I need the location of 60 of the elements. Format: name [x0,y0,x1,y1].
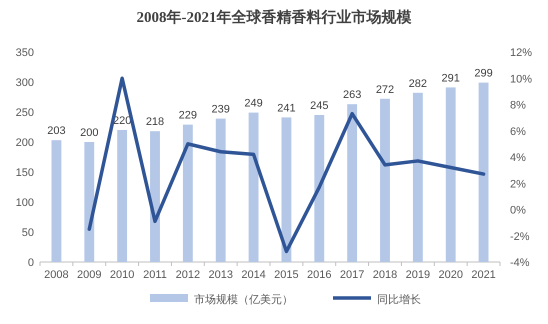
bar [150,131,160,262]
data-label: 299 [474,68,493,80]
y2-tick-label: 10% [510,73,532,86]
x-tick-label: 2016 [307,269,332,281]
x-tick-label: 2019 [406,269,430,281]
bar [412,92,423,262]
y2-tick-label: -2% [510,230,530,243]
y2-tick-label: -4% [510,257,530,269]
data-label: 200 [80,127,98,139]
chart-title: 2008年-2021年全球香精香料行业市场规模 [136,8,412,26]
data-label: 263 [342,89,362,102]
bar [446,87,456,262]
y-tick-label: 250 [16,107,34,119]
data-label: 218 [146,116,164,128]
data-label: 239 [212,104,230,116]
legend-label: 同比增长 [377,293,421,306]
x-tick-label: 2008 [44,269,69,281]
bar [314,115,324,262]
y2-tick-label: 8% [510,100,526,112]
x-tick-label: 2017 [340,269,364,281]
x-tick-label: 2021 [471,269,496,281]
x-tick-label: 2013 [208,269,233,281]
x-tick-label: 2015 [274,269,299,281]
bar [52,140,62,262]
bar [182,124,193,262]
data-label: 291 [442,72,460,84]
data-label: 203 [47,125,66,138]
legend-label: 市场规模（亿美元） [194,293,293,306]
y-tick-label: 200 [16,137,34,149]
bar [117,130,128,262]
data-label: 229 [178,110,198,122]
x-tick-label: 2009 [77,269,102,281]
data-label: 249 [244,98,263,110]
x-tick-label: 2020 [438,269,463,281]
x-tick-label: 2014 [241,269,266,281]
bar [380,98,390,262]
y-tick-label: 150 [16,167,34,179]
x-tick-label: 2011 [143,269,167,281]
data-label: 241 [277,102,296,114]
bar [216,118,226,262]
y-tick-label: 350 [16,47,34,59]
bar [248,112,258,262]
bar [282,117,292,262]
x-tick-label: 2018 [372,269,398,281]
data-label: 272 [376,84,394,96]
y-tick-label: 300 [16,77,34,89]
bar [347,104,358,262]
y-tick-label: 100 [16,197,34,209]
data-label: 245 [310,100,328,112]
y2-tick-label: 2% [510,178,526,190]
y-tick-label: 50 [22,227,34,239]
bar [478,82,488,262]
y2-tick-label: 6% [510,126,526,138]
y2-tick-label: 12% [510,47,532,59]
x-tick-label: 2010 [110,269,134,281]
y-tick-label: 0 [28,257,34,269]
data-label: 282 [408,78,428,90]
y2-tick-label: 0% [510,204,526,216]
y2-tick-label: 4% [510,152,526,164]
x-tick-label: 2012 [176,269,200,281]
